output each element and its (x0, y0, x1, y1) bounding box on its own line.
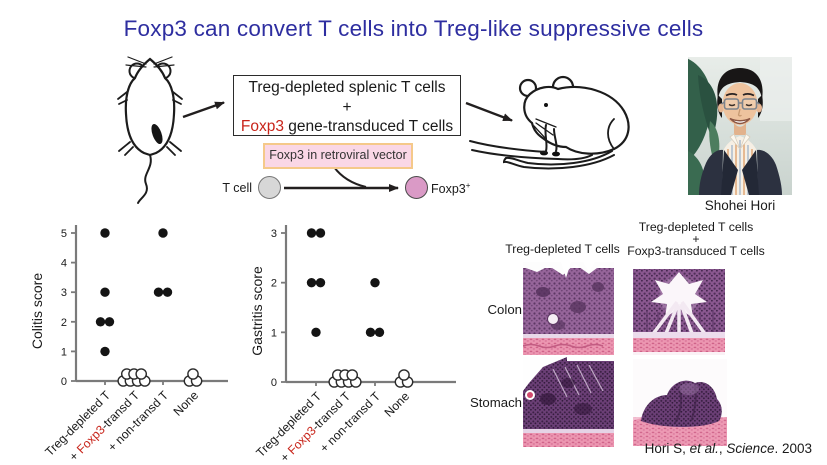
svg-text:3: 3 (271, 228, 277, 240)
data-point-open (135, 368, 147, 380)
data-point-filled (370, 277, 380, 288)
data-point-filled (306, 277, 317, 288)
histology-row-label-stomach: Stomach (469, 395, 522, 410)
diagram-arrows (182, 101, 513, 192)
foxp3-cell-label: Foxp3+ (431, 181, 471, 197)
data-point-filled (315, 277, 326, 288)
data-point-open (187, 368, 199, 380)
foxp3-cell-circle (405, 176, 428, 199)
data-point-filled (158, 228, 168, 238)
arrow-box-to-mouse (465, 101, 513, 122)
data-point-open (346, 369, 359, 381)
shohei-hori-photo (688, 57, 792, 195)
data-point-filled (315, 228, 326, 238)
data-point-filled (100, 346, 110, 357)
retroviral-vector-box: Foxp3 in retroviral vector (263, 143, 413, 169)
histology-stomach-foxp3 (633, 359, 727, 446)
svg-text:0: 0 (271, 377, 277, 389)
svg-text:0: 0 (61, 376, 67, 388)
glasses (723, 98, 740, 110)
data-point-filled (100, 228, 110, 238)
arrow-vector-curve (333, 166, 367, 188)
cells-mix-box: Treg-depleted splenic T cells + Foxp3 ge… (233, 75, 461, 136)
data-point-filled (306, 228, 317, 238)
data-point-filled (100, 287, 110, 297)
jacket (699, 149, 723, 195)
data-point-filled (104, 317, 115, 327)
svg-text:1: 1 (61, 346, 67, 358)
svg-text:3: 3 (61, 287, 67, 299)
citation: Hori S, et al., Science. 2003 (644, 441, 812, 456)
histology-colon-foxp3 (633, 262, 725, 355)
svg-text:5: 5 (61, 228, 67, 240)
recipient-mouse-drawing (469, 75, 630, 170)
y-axis-label: Gastritis score (249, 266, 265, 356)
histology-stomach-treg-depleted (523, 357, 614, 447)
data-point-open (398, 369, 410, 381)
histology-col2-header: Treg-depleted T cells + Foxp3-transduced… (627, 220, 765, 258)
smile (729, 117, 751, 125)
tcell-label: T cell (222, 181, 252, 195)
tcell-circle (258, 176, 281, 199)
x-category-label: None (171, 388, 202, 419)
histology-colon-treg-depleted (523, 262, 614, 355)
histology-row-label-colon: Colon (487, 302, 522, 317)
y-axis-label: Colitis score (29, 273, 45, 349)
x-category-label: None (382, 389, 413, 420)
data-point-filled (153, 287, 164, 297)
data-point-filled (374, 327, 385, 338)
data-point-filled (95, 317, 106, 327)
svg-text:1: 1 (271, 327, 277, 339)
cells-box-plus: + (342, 98, 352, 116)
data-point-filled (365, 327, 376, 338)
photo-caption: Shohei Hori (704, 198, 776, 213)
svg-text:4: 4 (61, 258, 67, 270)
hair (717, 68, 763, 99)
foxp3-red-text: Foxp3 (240, 118, 284, 135)
slide-title: Foxp3 can convert T cells into Treg-like… (123, 16, 704, 41)
data-point-filled (311, 327, 321, 338)
cells-box-line3: Foxp3 gene-transduced T cells (240, 118, 454, 135)
cells-box-line1: Treg-depleted splenic T cells (248, 79, 446, 96)
arrow-mouse-to-box (182, 101, 225, 119)
histology-col1-header: Treg-depleted T cells (505, 242, 620, 256)
svg-text:2: 2 (61, 317, 67, 329)
data-point-filled (162, 287, 173, 297)
donor-mouse-drawing (117, 56, 183, 204)
svg-text:2: 2 (271, 278, 277, 290)
